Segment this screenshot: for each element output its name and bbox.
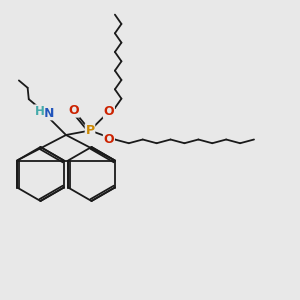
Text: O: O [69,104,80,117]
Text: H: H [35,105,44,118]
Text: P: P [85,124,94,137]
Text: O: O [103,105,114,118]
Text: O: O [103,133,114,146]
Text: N: N [44,106,54,120]
